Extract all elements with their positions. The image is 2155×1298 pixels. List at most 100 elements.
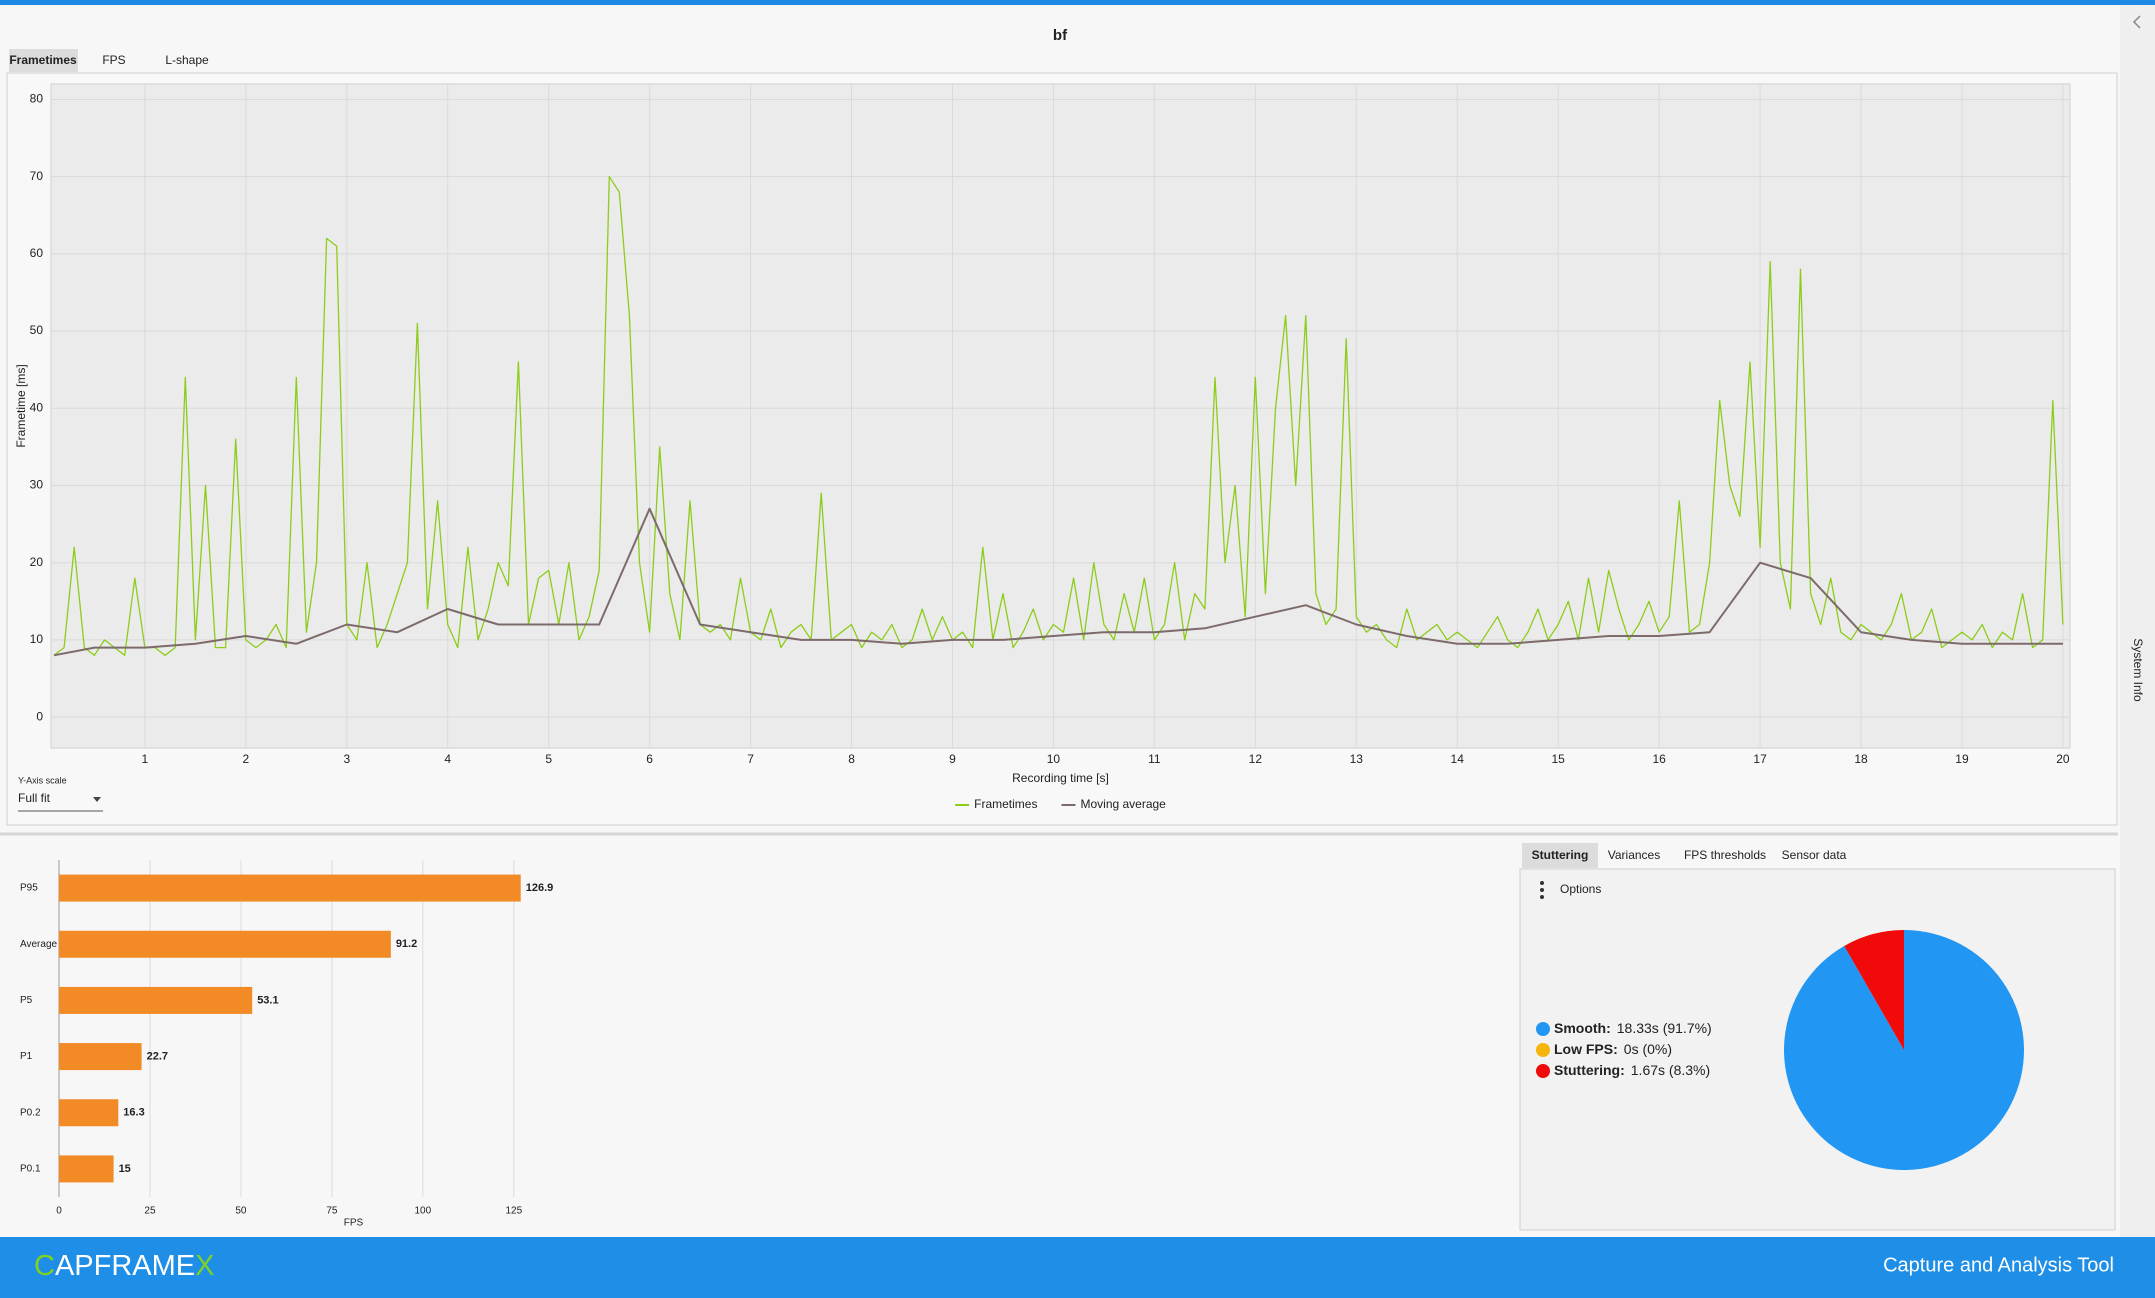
y-tick-label: 40 xyxy=(30,400,44,414)
bar xyxy=(59,1043,142,1071)
category-label: P95 xyxy=(20,883,38,894)
value-label: 126.9 xyxy=(526,882,554,894)
pie-slice xyxy=(1844,930,1904,1050)
y-tick-label: 0 xyxy=(36,709,43,723)
value-label: 53.1 xyxy=(257,994,278,1006)
x-tick-label: 1 xyxy=(142,752,149,766)
series-line xyxy=(53,176,2064,656)
value-label: 15 xyxy=(119,1163,131,1175)
y-scale-dropdown[interactable]: Full fit xyxy=(18,791,51,805)
legend-label: Smooth: 18.33s (91.7%) xyxy=(1554,1020,1712,1036)
legend: Frametimes Moving average xyxy=(955,797,1166,811)
chart-title: bf xyxy=(1053,27,1068,44)
x-tick-label: 16 xyxy=(1652,752,1666,766)
y-tick-label: 80 xyxy=(30,92,44,106)
legend-value: 18.33s (91.7%) xyxy=(1617,1020,1712,1036)
x-tick-label: 14 xyxy=(1451,752,1465,766)
logo: CAPFRAMEX xyxy=(34,1250,214,1282)
x-tick-label: 100 xyxy=(415,1206,432,1217)
x-tick-label: 11 xyxy=(1148,752,1161,766)
x-tick-label: 18 xyxy=(1854,752,1868,766)
value-label: 16.3 xyxy=(123,1107,144,1119)
legend-label: Frametimes xyxy=(974,797,1037,811)
x-tick-label: 10 xyxy=(1047,752,1061,766)
legend-dot xyxy=(1536,1043,1550,1057)
x-tick-label: 12 xyxy=(1249,752,1263,766)
dropdown-arrow xyxy=(93,797,101,802)
value-label: 22.7 xyxy=(147,1050,168,1062)
collapse-chevron[interactable] xyxy=(2132,15,2141,29)
legend-value: 1.67s (8.3%) xyxy=(1631,1062,1710,1078)
legend-label: Stuttering: 1.67s (8.3%) xyxy=(1554,1062,1710,1078)
top-bar xyxy=(0,0,2155,5)
x-tick-label: 17 xyxy=(1753,752,1767,766)
legend-label: Low FPS: 0s (0%) xyxy=(1554,1041,1672,1057)
footer xyxy=(0,1237,2155,1298)
y-tick-label: 70 xyxy=(30,169,44,183)
x-tick-label: 125 xyxy=(505,1206,522,1217)
x-tick-label: 6 xyxy=(646,752,653,766)
tab[interactable]: L-shape xyxy=(165,53,209,67)
bar xyxy=(59,1155,114,1183)
menu-dot[interactable] xyxy=(1540,895,1544,899)
category-label: P0.1 xyxy=(20,1164,41,1175)
x-tick-label: 9 xyxy=(949,752,956,766)
x-tick-label: 4 xyxy=(444,752,451,766)
pie-slice xyxy=(1783,930,2024,1170)
options-button[interactable]: Options xyxy=(1560,882,1601,896)
x-tick-label: 25 xyxy=(144,1206,156,1217)
tab-selected xyxy=(1522,843,1598,868)
category-label: P5 xyxy=(20,995,33,1006)
x-tick-label: 2 xyxy=(242,752,249,766)
legend-value: 0s (0%) xyxy=(1624,1041,1672,1057)
tab-selected xyxy=(9,49,78,72)
tab[interactable]: Stuttering xyxy=(1532,848,1589,862)
x-tick-label: 13 xyxy=(1350,752,1364,766)
side-panel-label[interactable]: System Info xyxy=(2131,638,2145,702)
tab[interactable]: Frametimes xyxy=(9,53,77,67)
x-tick-label: 8 xyxy=(848,752,855,766)
tab[interactable]: Variances xyxy=(1608,848,1660,862)
y-tick-label: 10 xyxy=(30,632,44,646)
legend-label: Moving average xyxy=(1080,797,1166,811)
legend-category: Low FPS: xyxy=(1554,1041,1618,1057)
x-axis-label: Recording time [s] xyxy=(1012,771,1109,785)
y-tick-label: 20 xyxy=(30,555,44,569)
y-tick-label: 30 xyxy=(30,478,44,492)
legend-dot xyxy=(1536,1064,1550,1078)
bar xyxy=(59,1099,119,1127)
y-scale-label: Y-Axis scale xyxy=(18,775,67,785)
bar xyxy=(59,874,521,902)
tab[interactable]: FPS xyxy=(102,53,125,67)
bar xyxy=(59,930,391,958)
tab[interactable]: FPS thresholds xyxy=(1684,848,1766,862)
y-tick-label: 60 xyxy=(30,246,44,260)
category-label: P1 xyxy=(20,1051,33,1062)
x-tick-label: 75 xyxy=(326,1206,338,1217)
x-tick-label: 7 xyxy=(747,752,754,766)
x-tick-label: 5 xyxy=(545,752,552,766)
x-tick-label: 19 xyxy=(1955,752,1969,766)
legend-dot xyxy=(1536,1022,1550,1036)
y-axis-label: Frametime [ms] xyxy=(14,364,28,447)
x-tick-label: 20 xyxy=(2056,752,2070,766)
y-tick-label: 50 xyxy=(30,323,44,337)
x-tick-label: 50 xyxy=(235,1206,247,1217)
legend-category: Smooth: xyxy=(1554,1020,1611,1036)
category-label: Average xyxy=(20,939,58,950)
bar xyxy=(59,986,253,1014)
legend-category: Stuttering: xyxy=(1554,1062,1625,1078)
tab[interactable]: Sensor data xyxy=(1782,848,1847,862)
series-line xyxy=(53,507,2063,657)
plot-area xyxy=(50,83,2071,749)
category-label: P0.2 xyxy=(20,1107,41,1118)
menu-dot[interactable] xyxy=(1540,888,1544,892)
x-tick-label: 3 xyxy=(343,752,350,766)
menu-dot[interactable] xyxy=(1540,881,1544,885)
tagline: Capture and Analysis Tool xyxy=(1883,1254,2114,1276)
value-label: 91.2 xyxy=(396,938,417,950)
x-tick-label: 0 xyxy=(56,1206,62,1217)
x-axis-label: FPS xyxy=(344,1218,364,1229)
